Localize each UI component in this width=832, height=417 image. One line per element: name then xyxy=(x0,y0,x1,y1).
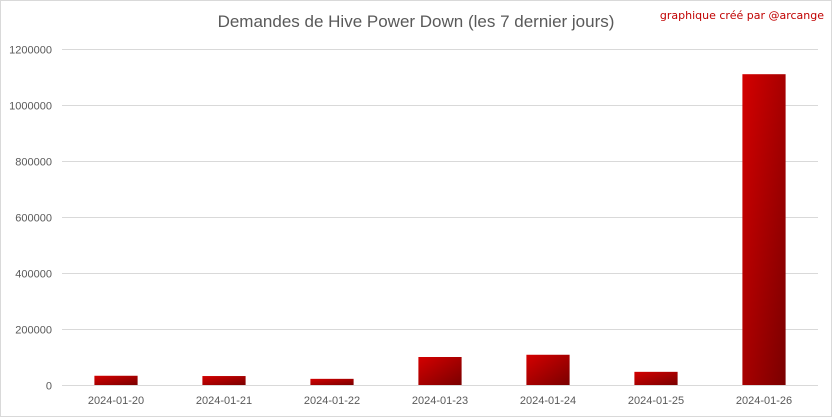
gridlines xyxy=(62,49,818,386)
y-axis-ticks: 0 200000 400000 600000 800000 1000000 1200000 xyxy=(9,45,52,393)
y-tick-label: 800000 xyxy=(15,157,52,169)
x-axis-ticks: 2024-01-20 2024-01-21 2024-01-22 2024-01-23… xyxy=(88,395,792,407)
x-tick-label: 2024-01-23 xyxy=(412,395,468,407)
bar-2024-01-25 xyxy=(634,371,678,385)
bar-2024-01-23 xyxy=(418,357,462,385)
x-tick-label: 2024-01-24 xyxy=(520,395,576,407)
y-tick-label: 400000 xyxy=(15,269,52,281)
x-tick-label: 2024-01-20 xyxy=(88,395,144,407)
x-tick-label: 2024-01-21 xyxy=(196,395,252,407)
chart-credit: graphique créé par @arcange xyxy=(659,9,824,22)
x-tick-label: 2024-01-22 xyxy=(304,395,360,407)
y-tick-label: 200000 xyxy=(15,325,52,337)
bar-2024-01-22 xyxy=(310,378,354,385)
bar-2024-01-21 xyxy=(202,376,246,385)
y-tick-label: 0 xyxy=(46,381,52,393)
bar-2024-01-26 xyxy=(742,74,786,385)
y-tick-label: 1200000 xyxy=(9,45,52,57)
x-tick-label: 2024-01-25 xyxy=(628,395,684,407)
bar-2024-01-24 xyxy=(526,354,570,385)
chart-title: Demandes de Hive Power Down (les 7 derni… xyxy=(217,12,615,31)
y-tick-label: 600000 xyxy=(15,213,52,225)
bars xyxy=(94,74,786,385)
x-tick-label: 2024-01-26 xyxy=(736,395,792,407)
y-tick-label: 1000000 xyxy=(9,101,52,113)
bar-2024-01-20 xyxy=(94,375,138,385)
